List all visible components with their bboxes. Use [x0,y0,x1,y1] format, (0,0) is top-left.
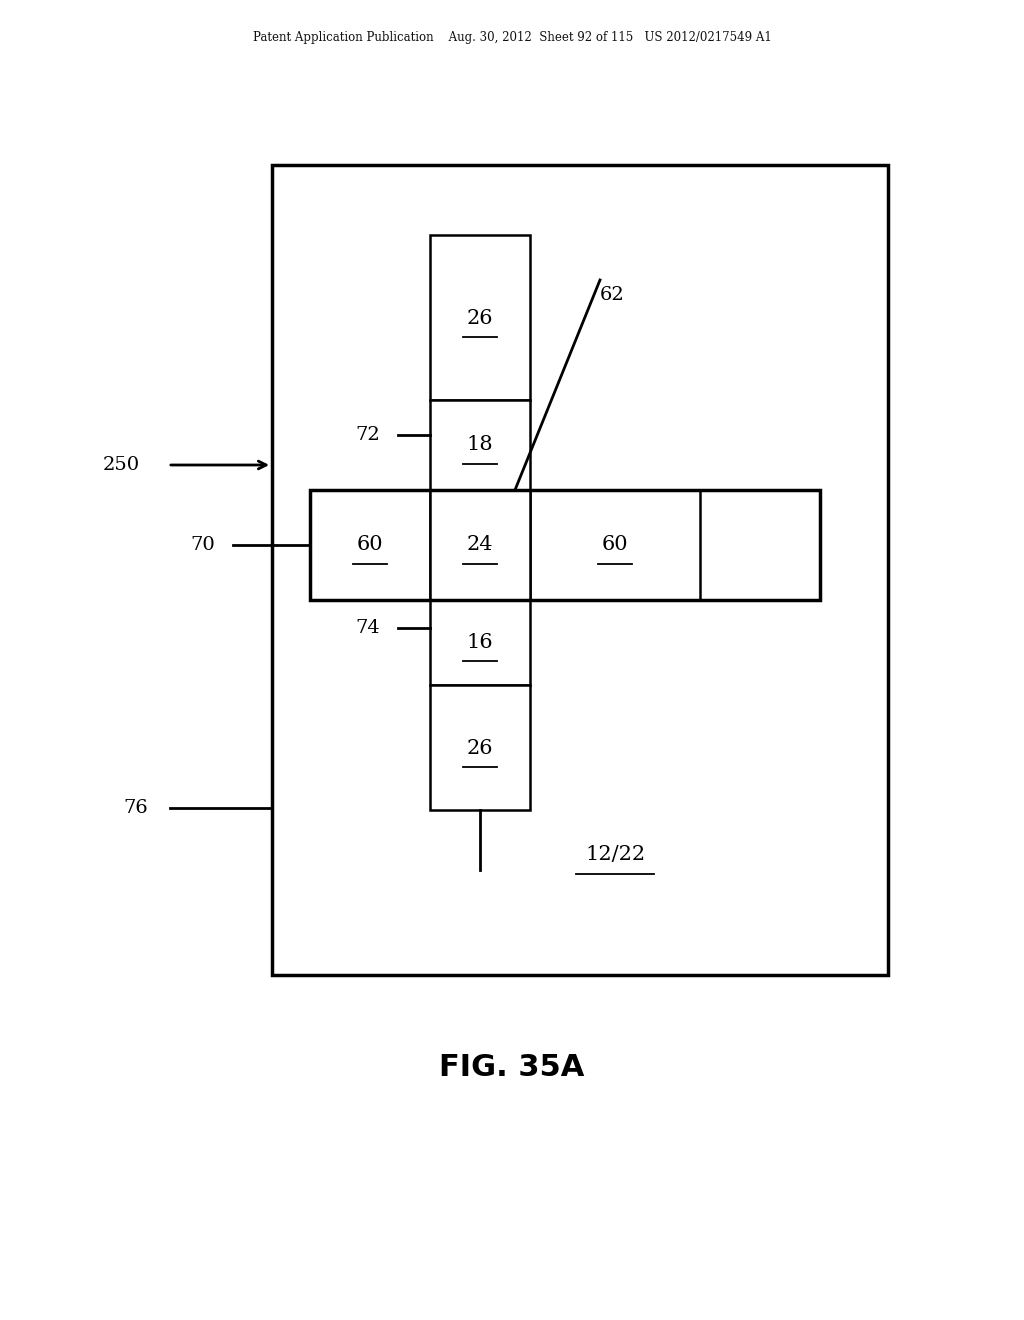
Bar [430,400,530,490]
Text: Patent Application Publication    Aug. 30, 2012  Sheet 92 of 115   US 2012/02175: Patent Application Publication Aug. 30, … [253,32,771,45]
Text: 26: 26 [467,738,494,758]
Text: 12/22: 12/22 [585,846,645,865]
Text: FIG. 35A: FIG. 35A [439,1053,585,1082]
Text: 60: 60 [356,536,383,554]
Bar [272,165,888,975]
Bar [530,490,700,601]
Text: 70: 70 [190,536,215,554]
Text: 74: 74 [355,619,380,638]
Text: 24: 24 [467,536,494,554]
Bar [430,490,530,601]
Bar [430,235,530,400]
Bar [310,490,820,601]
Text: 62: 62 [600,286,625,304]
Bar [310,490,430,601]
Bar [430,685,530,810]
Bar [430,601,530,685]
Text: 16: 16 [467,632,494,652]
Text: 26: 26 [467,309,494,327]
Text: 18: 18 [467,436,494,454]
Text: 250: 250 [102,455,140,474]
Text: 76: 76 [123,799,148,817]
Text: 72: 72 [355,426,380,444]
Text: 60: 60 [602,536,629,554]
